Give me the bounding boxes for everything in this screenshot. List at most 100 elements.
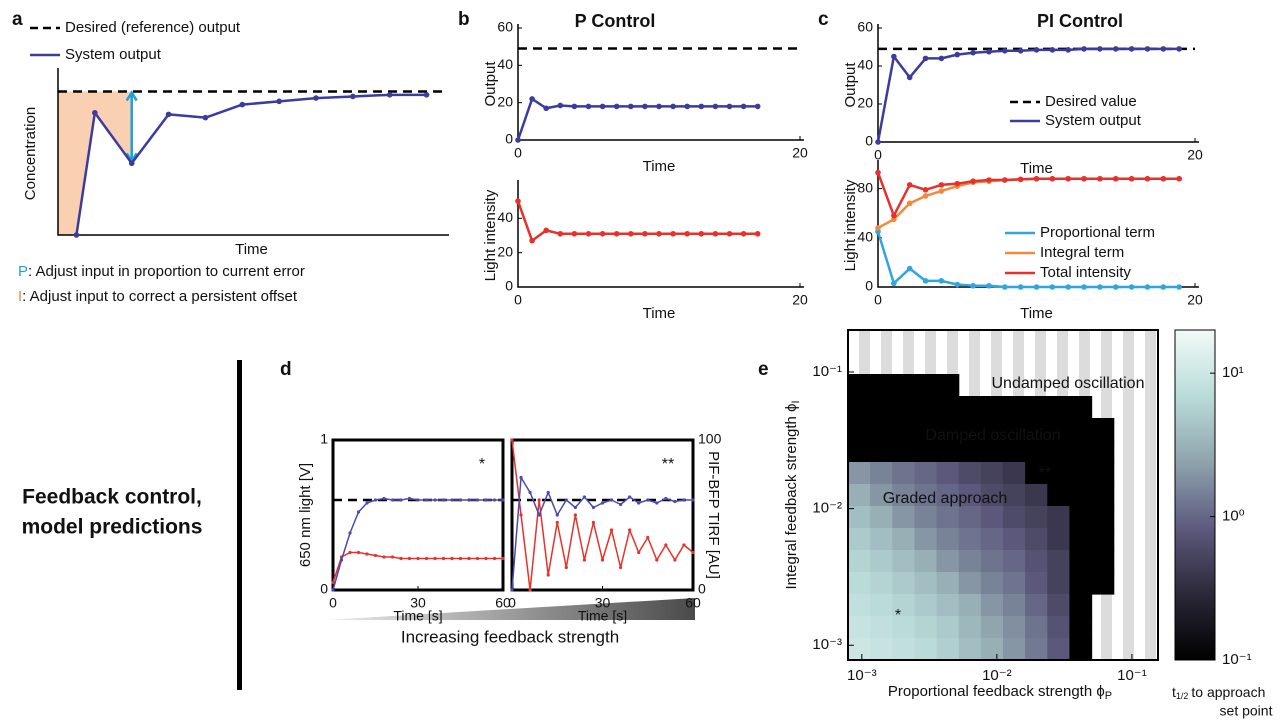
annotation: ** — [1039, 465, 1051, 482]
annotation: * — [895, 607, 901, 624]
colorbar-label: set point — [1220, 703, 1273, 719]
heatmap-cell — [1047, 572, 1071, 595]
data-point — [73, 232, 80, 238]
data-point — [922, 278, 929, 284]
heatmap-cell — [892, 638, 916, 661]
data-point — [399, 498, 403, 502]
data-point — [1065, 175, 1071, 182]
data-point — [424, 498, 429, 502]
data-point — [528, 490, 532, 495]
y-axis-label: 650 nm light [V] — [297, 463, 314, 567]
data-point — [726, 230, 733, 237]
legend-label: System output — [1045, 112, 1142, 129]
heatmap-cell — [1025, 594, 1048, 617]
data-point — [938, 188, 945, 194]
colorbar-tick-label: 10⁰ — [1222, 508, 1245, 525]
axes — [877, 24, 1199, 143]
annotation: ** — [662, 456, 674, 473]
data-point — [441, 556, 446, 561]
series-line — [877, 177, 1180, 230]
heatmap-cell — [870, 374, 893, 397]
data-point — [1065, 284, 1071, 290]
x-axis-label: Time [s] — [393, 608, 442, 624]
y-axis-label: Light intensity — [482, 189, 499, 281]
strength-wedge — [325, 598, 695, 620]
x-tick-label: 30 — [410, 595, 426, 611]
heatmap-cell — [1069, 528, 1093, 551]
heatmap-cell — [870, 484, 893, 507]
x-axis-label: Time — [235, 241, 268, 258]
data-point — [891, 212, 897, 219]
caption-letter: I — [18, 288, 22, 305]
heatmap-cell — [1047, 484, 1071, 507]
x-tick-label: 0 — [874, 292, 882, 308]
heatmap-cell — [936, 440, 960, 463]
heatmap-cell — [958, 462, 982, 485]
x-tick-label: 20 — [1187, 292, 1203, 308]
x-tick-label: 0 — [874, 147, 882, 163]
data-point — [740, 230, 747, 237]
heatmap-cell — [892, 418, 916, 441]
data-point — [1128, 46, 1135, 52]
annotation: * — [479, 456, 485, 473]
heatmap-cell — [892, 528, 916, 551]
data-point — [555, 520, 559, 525]
data-point — [529, 237, 535, 244]
data-point — [571, 103, 578, 110]
data-point — [564, 565, 568, 570]
data-point — [1017, 176, 1024, 183]
data-point — [467, 556, 471, 561]
data-point — [954, 281, 961, 288]
x-tick-label: 10⁻³ — [847, 667, 877, 684]
legend-label: Total intensity — [1040, 264, 1131, 281]
data-point — [390, 555, 395, 559]
data-point — [613, 230, 620, 237]
heatmap-cell — [870, 638, 893, 661]
data-point — [585, 103, 592, 110]
data-point — [740, 103, 747, 110]
x-axis-label: Time — [643, 305, 676, 322]
x-tick-label: 0 — [329, 595, 337, 611]
y-tick-label: 0 — [865, 278, 873, 294]
heatmap-cell — [1025, 396, 1048, 419]
data-point — [331, 588, 335, 592]
legend-label: System output — [65, 46, 162, 63]
data-point — [519, 513, 523, 517]
data-point — [450, 556, 454, 561]
data-point — [754, 230, 761, 237]
y-axis-label: Output — [482, 61, 499, 107]
data-point — [655, 501, 659, 505]
data-point — [475, 498, 480, 502]
data-point — [458, 498, 463, 502]
heatmap-cell — [848, 440, 871, 463]
heatmap-cell — [870, 572, 893, 595]
data-point — [555, 513, 559, 517]
heatmap-cell — [936, 594, 960, 617]
x-axis-label: Time — [1020, 160, 1053, 177]
data-point — [1112, 284, 1119, 290]
data-point — [339, 558, 344, 562]
heatmap-cell — [980, 418, 1004, 441]
heatmap-cell — [892, 594, 916, 617]
heatmap-cell — [914, 616, 938, 639]
data-point — [1097, 175, 1103, 182]
x-tick-label: 10⁻² — [982, 667, 1012, 684]
data-point — [628, 495, 632, 499]
data-point — [165, 111, 172, 118]
heatmap-cell — [958, 506, 982, 529]
y-tick-label: 1 — [320, 431, 328, 447]
data-point — [637, 550, 641, 555]
colorbar — [1174, 329, 1216, 661]
panel-letter: a — [12, 9, 23, 30]
data-point — [1160, 175, 1167, 182]
data-point — [573, 513, 577, 517]
data-point — [543, 227, 549, 234]
data-point — [501, 498, 505, 502]
data-point — [348, 550, 352, 555]
x-tick-label: 0 — [514, 145, 522, 161]
data-point — [348, 531, 352, 535]
data-point — [484, 498, 488, 502]
data-point — [664, 496, 668, 501]
x-tick-label: 20 — [792, 145, 808, 161]
